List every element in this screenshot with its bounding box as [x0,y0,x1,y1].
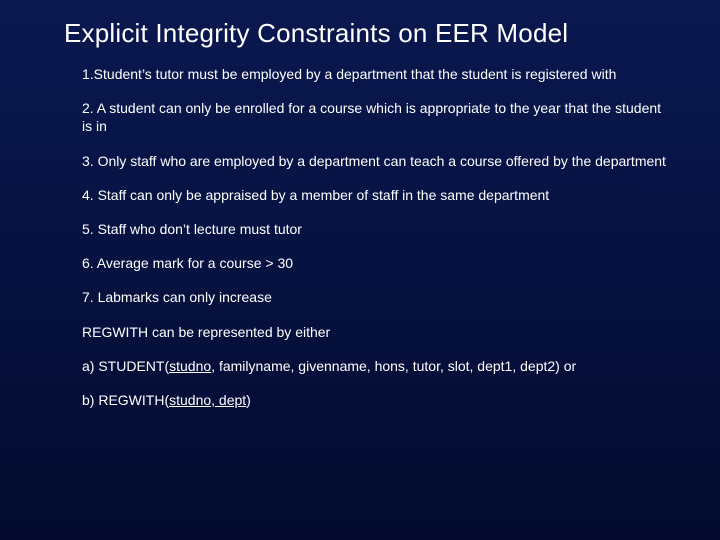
option-a-suffix: , familyname, givenname, hons, tutor, sl… [211,358,576,374]
option-b: b) REGWITH(studno, dept) [82,391,672,409]
option-a-underline: studno [169,358,211,374]
constraint-7: 7. Labmarks can only increase [82,288,672,306]
constraint-1: 1.Student’s tutor must be employed by a … [82,65,672,83]
slide-body: 1.Student’s tutor must be employed by a … [64,65,672,409]
slide-title: Explicit Integrity Constraints on EER Mo… [64,18,672,49]
option-b-suffix: ) [246,392,251,408]
option-a-prefix: a) STUDENT( [82,358,169,374]
constraint-4: 4. Staff can only be appraised by a memb… [82,186,672,204]
regwith-intro: REGWITH can be represented by either [82,323,672,341]
slide: Explicit Integrity Constraints on EER Mo… [0,0,720,540]
constraint-5: 5. Staff who don’t lecture must tutor [82,220,672,238]
option-a: a) STUDENT(studno, familyname, givenname… [82,357,672,375]
constraint-2: 2. A student can only be enrolled for a … [82,99,672,135]
constraint-3: 3. Only staff who are employed by a depa… [82,152,672,170]
constraint-6: 6. Average mark for a course > 30 [82,254,672,272]
option-b-prefix: b) REGWITH( [82,392,169,408]
option-b-underline: studno, dept [169,392,246,408]
